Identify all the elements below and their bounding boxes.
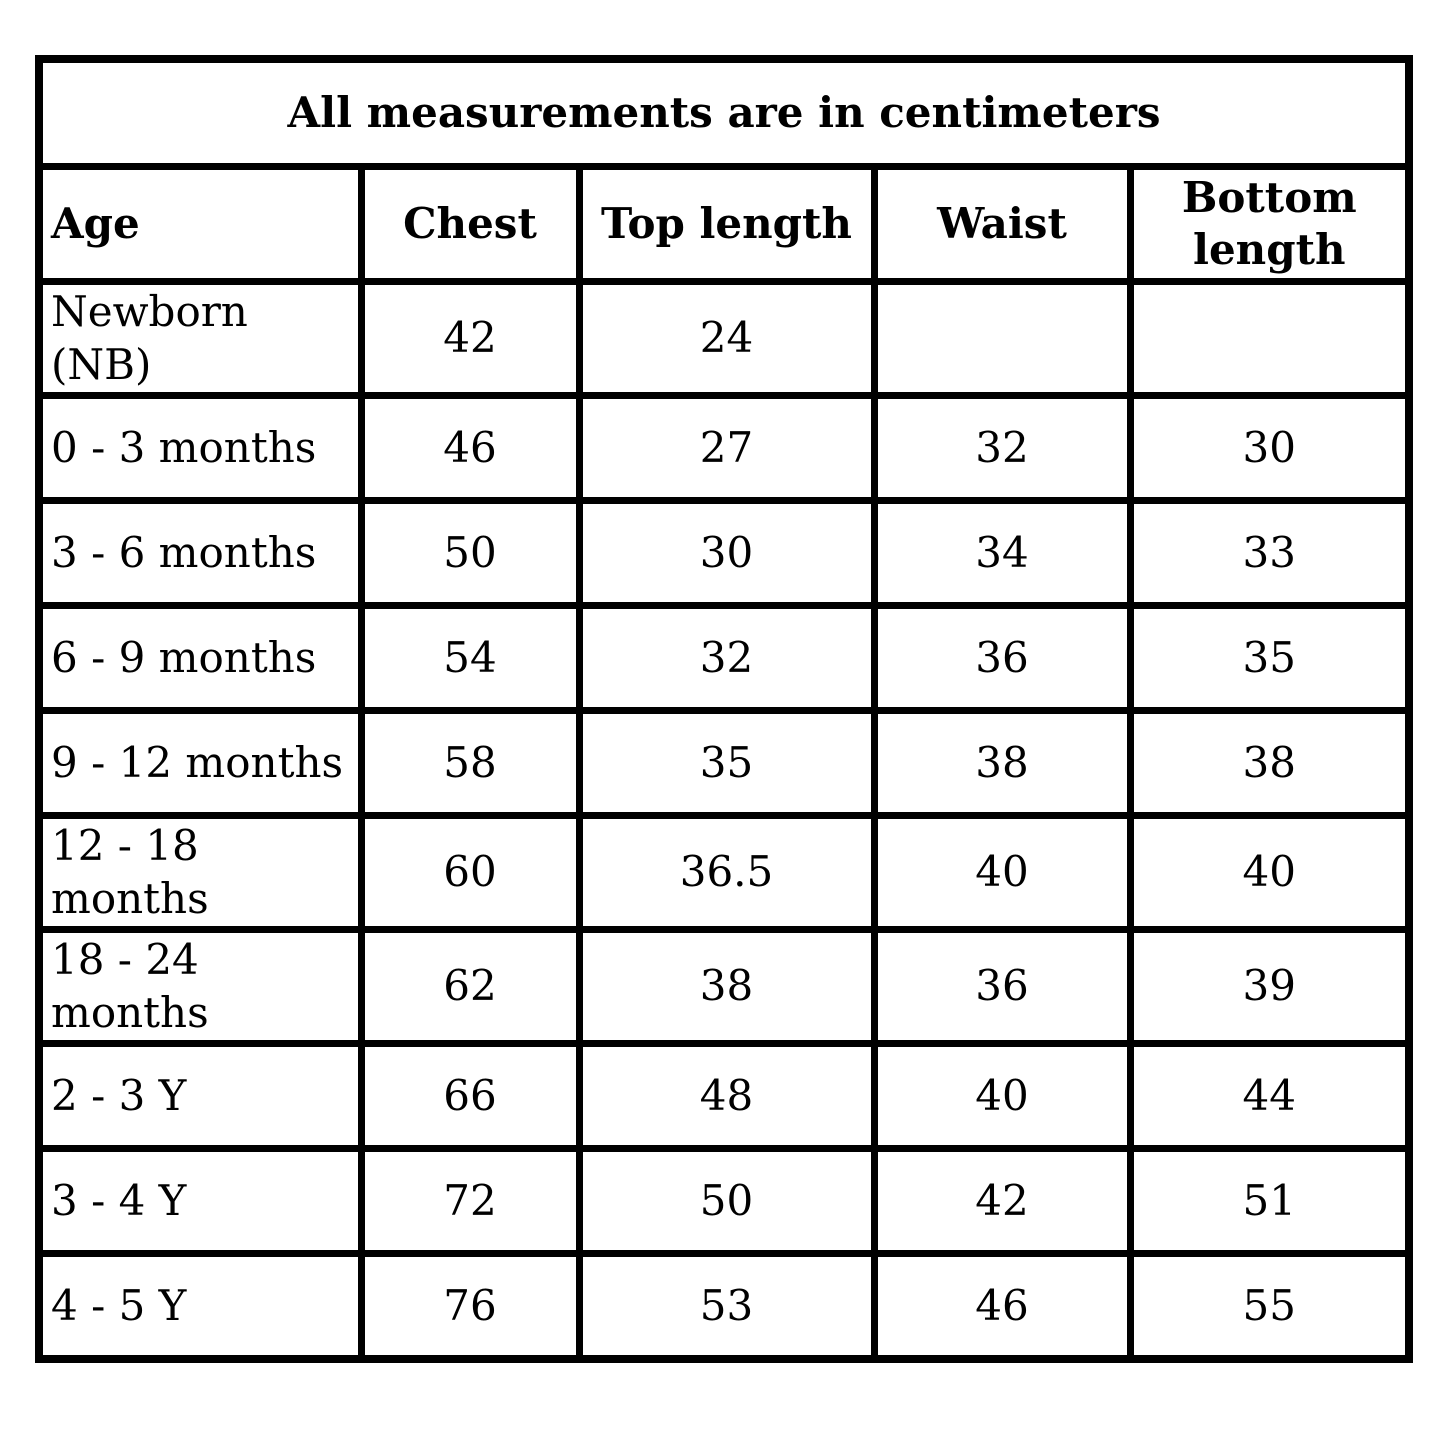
bottom-length-cell: 51 — [1126, 1145, 1413, 1257]
waist-cell: 34 — [870, 497, 1134, 609]
header-chest: Chest — [357, 163, 583, 285]
table-row-0-3-months: 0 - 3 months 46 27 32 30 — [35, 392, 1413, 504]
bottom-length-cell: 30 — [1126, 392, 1413, 504]
age-cell: 3 - 4 Y — [35, 1145, 365, 1257]
table-row-6-9-months: 6 - 9 months 54 32 36 35 — [35, 602, 1413, 714]
bottom-length-cell: 39 — [1126, 926, 1413, 1047]
bottom-length-cell: 55 — [1126, 1250, 1413, 1363]
age-cell: Newborn (NB) — [35, 278, 365, 399]
top-length-cell: 35 — [575, 707, 878, 819]
table-title: All measurements are in centimeters — [35, 55, 1413, 170]
table-row-4-5-y: 4 - 5 Y 76 53 46 55 — [35, 1250, 1413, 1363]
chest-cell: 62 — [357, 926, 583, 1047]
table-title-row: All measurements are in centimeters — [35, 55, 1413, 170]
waist-cell: 40 — [870, 812, 1134, 933]
bottom-length-cell: 33 — [1126, 497, 1413, 609]
top-length-cell: 24 — [575, 278, 878, 399]
chest-cell: 42 — [357, 278, 583, 399]
table-row-3-4-y: 3 - 4 Y 72 50 42 51 — [35, 1145, 1413, 1257]
top-length-cell: 30 — [575, 497, 878, 609]
header-age: Age — [35, 163, 365, 285]
age-cell: 9 - 12 months — [35, 707, 365, 819]
header-top-length: Top length — [575, 163, 878, 285]
header-waist: Waist — [870, 163, 1134, 285]
waist-cell: 36 — [870, 602, 1134, 714]
header-bottom-length: Bottom length — [1126, 163, 1413, 285]
table-row-2-3-y: 2 - 3 Y 66 48 40 44 — [35, 1040, 1413, 1152]
chest-cell: 72 — [357, 1145, 583, 1257]
table-row-12-18-months: 12 - 18 months 60 36.5 40 40 — [35, 812, 1413, 933]
size-chart-table: All measurements are in centimeters Age … — [35, 55, 1414, 1363]
age-cell: 12 - 18 months — [35, 812, 365, 933]
top-length-cell: 38 — [575, 926, 878, 1047]
age-cell: 6 - 9 months — [35, 602, 365, 714]
top-length-cell: 48 — [575, 1040, 878, 1152]
bottom-length-cell: 38 — [1126, 707, 1413, 819]
table-row-9-12-months: 9 - 12 months 58 35 38 38 — [35, 707, 1413, 819]
waist-cell: 42 — [870, 1145, 1134, 1257]
top-length-cell: 36.5 — [575, 812, 878, 933]
table-header-row: Age Chest Top length Waist Bottom length — [35, 163, 1413, 285]
chest-cell: 46 — [357, 392, 583, 504]
waist-cell: 32 — [870, 392, 1134, 504]
waist-cell: 36 — [870, 926, 1134, 1047]
top-length-cell: 32 — [575, 602, 878, 714]
chest-cell: 60 — [357, 812, 583, 933]
chest-cell: 50 — [357, 497, 583, 609]
age-cell: 4 - 5 Y — [35, 1250, 365, 1363]
bottom-length-cell: 35 — [1126, 602, 1413, 714]
age-cell: 2 - 3 Y — [35, 1040, 365, 1152]
waist-cell — [870, 278, 1134, 399]
table-row-18-24-months: 18 - 24 months 62 38 36 39 — [35, 926, 1413, 1047]
age-cell: 0 - 3 months — [35, 392, 365, 504]
waist-cell: 40 — [870, 1040, 1134, 1152]
waist-cell: 38 — [870, 707, 1134, 819]
table-row-3-6-months: 3 - 6 months 50 30 34 33 — [35, 497, 1413, 609]
bottom-length-cell: 40 — [1126, 812, 1413, 933]
chest-cell: 76 — [357, 1250, 583, 1363]
top-length-cell: 50 — [575, 1145, 878, 1257]
top-length-cell: 53 — [575, 1250, 878, 1363]
table-row-newborn: Newborn (NB) 42 24 — [35, 278, 1413, 399]
chest-cell: 66 — [357, 1040, 583, 1152]
bottom-length-cell: 44 — [1126, 1040, 1413, 1152]
age-cell: 18 - 24 months — [35, 926, 365, 1047]
chest-cell: 58 — [357, 707, 583, 819]
chest-cell: 54 — [357, 602, 583, 714]
age-cell: 3 - 6 months — [35, 497, 365, 609]
top-length-cell: 27 — [575, 392, 878, 504]
waist-cell: 46 — [870, 1250, 1134, 1363]
bottom-length-cell — [1126, 278, 1413, 399]
